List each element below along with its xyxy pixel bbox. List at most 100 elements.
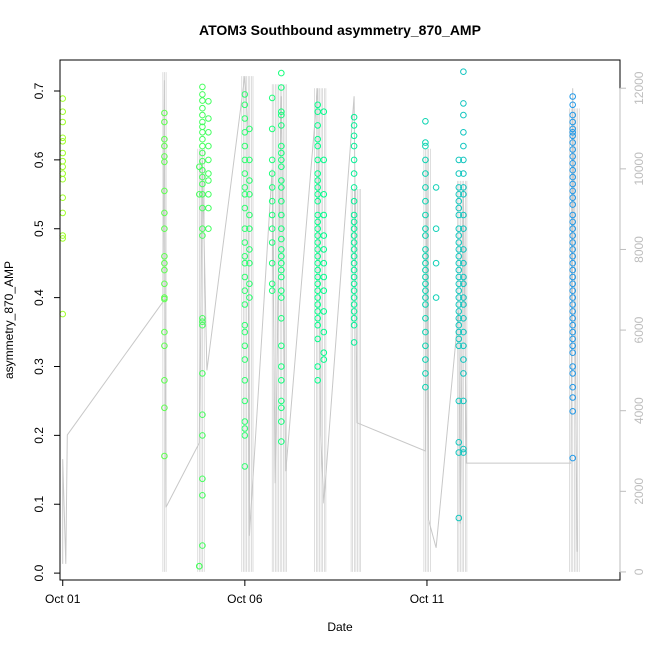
- data-point: [422, 287, 429, 295]
- data-point: [422, 383, 429, 391]
- data-point: [460, 184, 467, 191]
- data-point: [569, 342, 577, 350]
- data-point: [161, 135, 168, 143]
- data-point: [460, 68, 467, 75]
- data-point: [460, 280, 467, 288]
- y2-tick-label: 10000: [632, 152, 646, 186]
- data-point: [350, 321, 358, 329]
- data-point: [241, 252, 249, 260]
- x-tick-label: Oct 06: [227, 592, 263, 606]
- data-point: [199, 149, 206, 157]
- data-point: [59, 138, 67, 145]
- data-point: [161, 377, 168, 384]
- data-point: [199, 83, 206, 91]
- data-point: [241, 377, 249, 384]
- data-point: [59, 108, 67, 115]
- data-point: [460, 273, 467, 281]
- data-point: [314, 239, 322, 246]
- x-axis-label: Date: [327, 620, 353, 634]
- data-point: [455, 308, 463, 315]
- data-point: [278, 142, 285, 150]
- data-point: [455, 252, 463, 260]
- data-point: [455, 280, 463, 288]
- data-point: [569, 252, 577, 260]
- y-tick-label: 0.1: [32, 496, 46, 513]
- data-point: [314, 335, 322, 343]
- data-point: [314, 301, 322, 308]
- data-point: [268, 197, 276, 205]
- data-point: [422, 301, 429, 308]
- y-tick-label: 0.3: [32, 358, 46, 375]
- data-point: [320, 349, 328, 357]
- data-point: [350, 122, 358, 129]
- data-point: [350, 184, 358, 191]
- data-point: [241, 463, 249, 470]
- data-point: [569, 180, 577, 188]
- data-point: [199, 492, 206, 499]
- x-tick-label: Oct 01: [45, 592, 81, 606]
- data-point: [455, 315, 463, 322]
- chart-title: ATOM3 Southbound asymmetry_870_AMP: [199, 22, 481, 38]
- data-point: [460, 142, 467, 150]
- y-tick-label: 0.4: [32, 289, 46, 306]
- data-point: [314, 170, 322, 177]
- data-point: [314, 252, 322, 260]
- data-point: [278, 177, 285, 184]
- data-point: [196, 191, 203, 198]
- data-point: [59, 163, 67, 171]
- x-axis: Oct 01 Oct 06 Oct 11: [45, 579, 445, 606]
- data-point: [246, 191, 253, 198]
- data-point: [569, 211, 577, 219]
- data-point: [455, 514, 463, 522]
- data-point: [241, 356, 249, 363]
- secondary-line: [62, 76, 578, 564]
- data-point: [314, 321, 322, 329]
- y-tick-label: 0.5: [32, 220, 46, 237]
- data-point: [161, 259, 168, 267]
- data-point: [199, 104, 206, 112]
- data-point: [569, 454, 577, 462]
- data-point: [314, 142, 322, 150]
- data-point: [278, 266, 285, 274]
- data-point: [455, 170, 463, 177]
- data-point: [268, 156, 276, 164]
- data-point: [320, 232, 328, 239]
- data-point: [205, 156, 212, 164]
- data-point: [569, 125, 577, 133]
- data-point: [422, 225, 429, 232]
- data-point: [278, 397, 285, 405]
- data-point: [320, 108, 328, 115]
- data-point: [569, 408, 577, 415]
- data-point: [569, 321, 577, 329]
- data-point: [59, 310, 67, 318]
- data-point: [350, 197, 358, 205]
- data-point: [246, 125, 253, 133]
- data-point: [350, 294, 358, 301]
- data-point: [422, 342, 429, 350]
- data-point: [278, 273, 285, 281]
- y2-tick-label: 0: [632, 568, 646, 575]
- data-point: [569, 160, 577, 167]
- data-point: [569, 93, 577, 100]
- data-point: [422, 118, 429, 125]
- data-point: [569, 266, 577, 274]
- data-point: [241, 342, 249, 350]
- data-point: [460, 170, 467, 177]
- data-point: [569, 363, 577, 370]
- data-point: [320, 308, 328, 315]
- data-point: [278, 211, 285, 219]
- data-point: [314, 363, 322, 370]
- data-point: [422, 370, 429, 377]
- data-point: [268, 125, 276, 133]
- data-point: [460, 211, 467, 219]
- data-point: [241, 101, 249, 109]
- data-point: [161, 280, 168, 288]
- data-point: [455, 266, 463, 274]
- data-point: [455, 449, 463, 456]
- data-point: [278, 84, 285, 91]
- data-point: [569, 294, 577, 301]
- data-point: [455, 197, 463, 205]
- data-point: [268, 94, 276, 102]
- data-point: [569, 225, 577, 232]
- data-point: [569, 301, 577, 308]
